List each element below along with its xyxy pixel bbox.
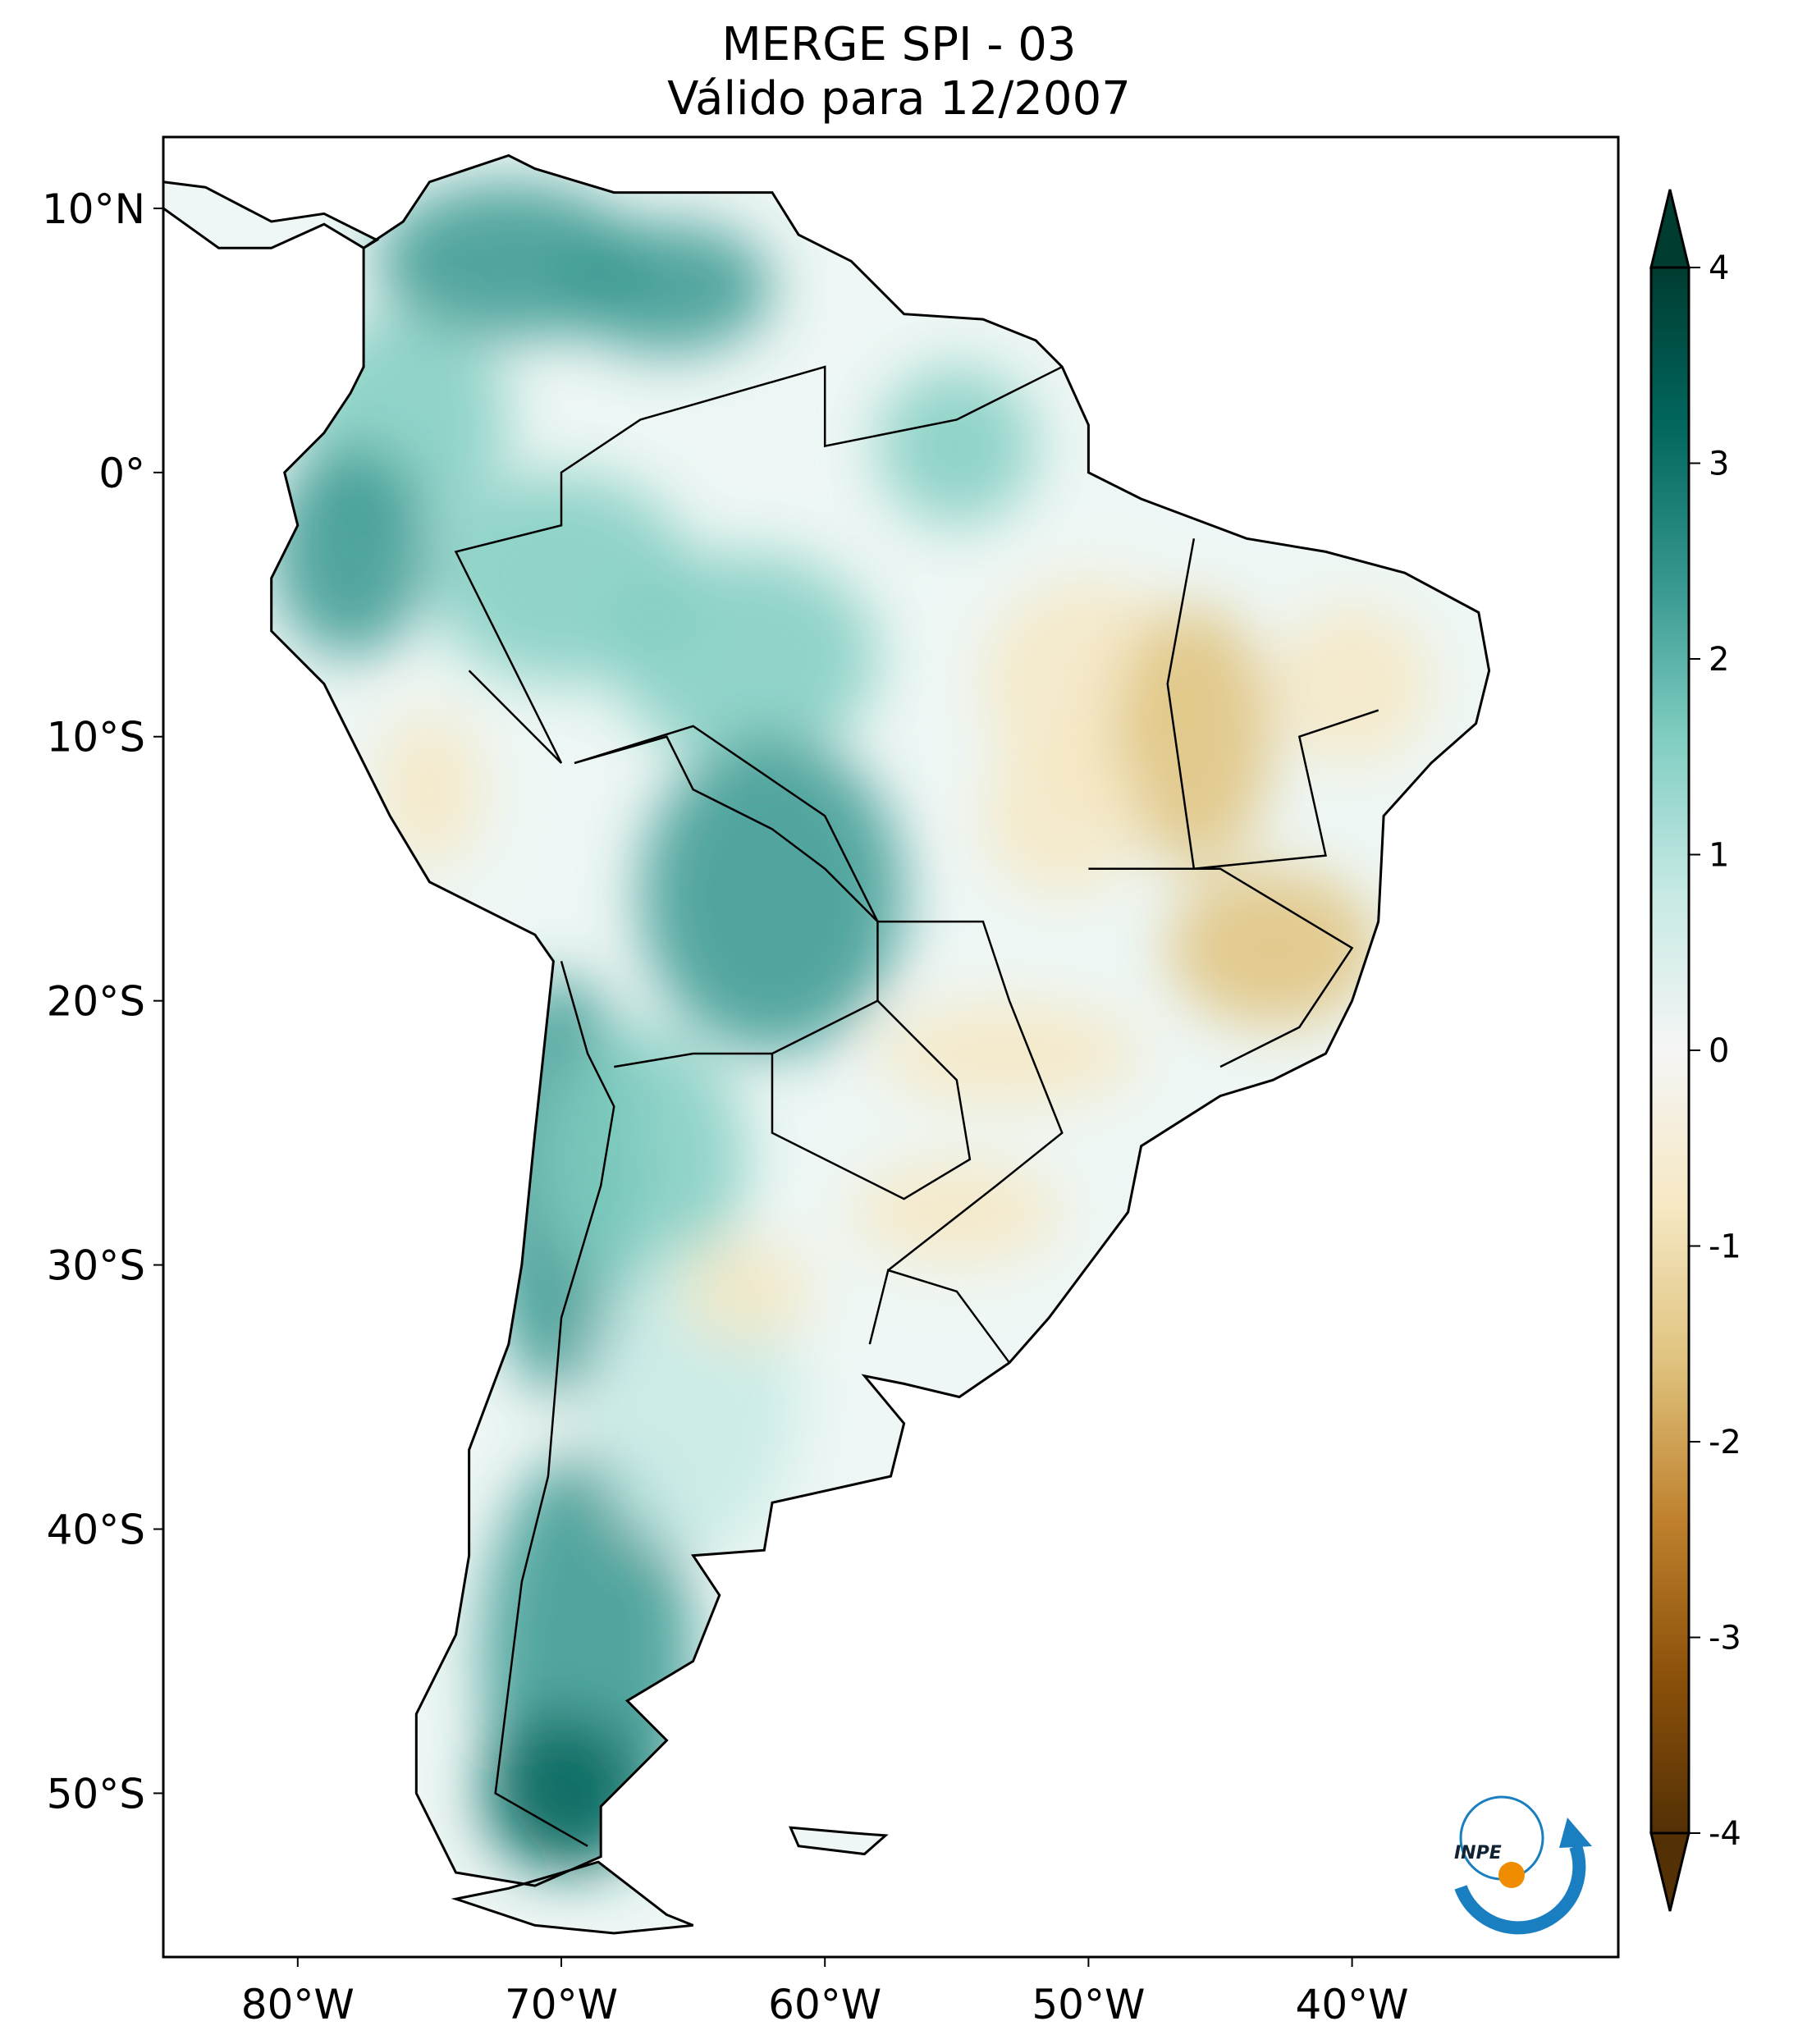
x-tick-label: 50°W: [1032, 1981, 1145, 2028]
map-frame: [162, 135, 1620, 1959]
colorbar-tick-label: 3: [1709, 446, 1729, 483]
colorbar-tick-label: -4: [1709, 1815, 1741, 1853]
y-tick-label: 20°S: [47, 978, 145, 1026]
y-tick-label: 30°S: [47, 1242, 145, 1290]
colorbar-extend-min: [1649, 1831, 1690, 1912]
country-border: [454, 365, 1063, 764]
x-tick-label: 70°W: [505, 1981, 618, 2028]
country-border: [574, 735, 879, 1068]
x-tick-label: 60°W: [768, 1981, 881, 2028]
spi-anomaly-patch: [535, 1027, 746, 1291]
colorbar-tick-label: 0: [1709, 1032, 1729, 1070]
y-tick-label: 40°S: [47, 1506, 145, 1553]
colorbar-tick-label: 1: [1709, 837, 1729, 875]
colorbar-tick-label: -1: [1709, 1228, 1741, 1266]
spi-anomaly-patch: [679, 1238, 812, 1344]
x-axis: 80°W 70°W 60°W 50°W 40°W: [241, 1957, 1409, 2028]
spi-anomaly-patch: [877, 367, 1036, 525]
logo-sun-icon: [1498, 1862, 1525, 1888]
y-axis: 10°N 0° 10°S 20°S 30°S 40°S 50°S: [42, 185, 163, 1818]
spi-anomaly-patch: [614, 552, 877, 763]
colorbar-tick-label: 2: [1709, 641, 1729, 679]
colorbar-extend-max: [1649, 189, 1690, 269]
x-tick-label: 40°W: [1296, 1981, 1409, 2028]
spi-anomaly-patch: [640, 737, 904, 1053]
country-border: [574, 725, 1064, 1272]
country-border: [868, 1269, 1011, 1364]
y-tick-label: 10°S: [47, 714, 145, 761]
spi-anomaly-patch: [272, 446, 430, 657]
spi-anomaly-patch: [878, 1001, 1141, 1107]
logo-arc-icon: [1454, 1844, 1586, 1935]
map-subtitle: Válido para 12/2007: [667, 72, 1131, 126]
coastline: [162, 153, 1491, 1935]
country-border: [1166, 538, 1379, 871]
spi-anomaly-patch: [851, 1159, 1062, 1265]
spi-anomaly-patch: [377, 711, 483, 869]
colorbar-tick-label: -3: [1709, 1620, 1741, 1658]
spi-anomaly-patch: [1273, 605, 1431, 763]
country-border: [494, 961, 615, 1847]
map-title: MERGE SPI - 03: [721, 18, 1077, 71]
colorbar: 4 3 2 1 0 -1 -2 -3 -4: [1649, 189, 1741, 1912]
spi-anomaly-patch: [1114, 605, 1273, 868]
spi-anomaly-patch: [983, 737, 1141, 895]
y-tick-label: 10°N: [42, 185, 145, 233]
inpe-logo: INPE: [1454, 1795, 1592, 1935]
x-tick-label: 80°W: [241, 1981, 355, 2028]
colorbar-bar: [1649, 266, 1690, 1835]
logo-arrow-icon: [1559, 1818, 1592, 1848]
colorbar-tick-label: 4: [1709, 249, 1729, 287]
y-tick-label: 0°: [98, 450, 145, 497]
spi-anomaly-patch: [1168, 869, 1379, 1027]
spi-anomaly-patch: [561, 222, 772, 354]
country-border: [1088, 867, 1354, 1068]
logo-text: INPE: [1454, 1843, 1502, 1863]
land-layer: [162, 153, 1491, 1935]
colorbar-tick-label: -2: [1709, 1424, 1741, 1461]
y-tick-label: 50°S: [47, 1770, 145, 1818]
spi-anomaly-patch: [483, 1714, 641, 1873]
country-border: [771, 999, 972, 1200]
